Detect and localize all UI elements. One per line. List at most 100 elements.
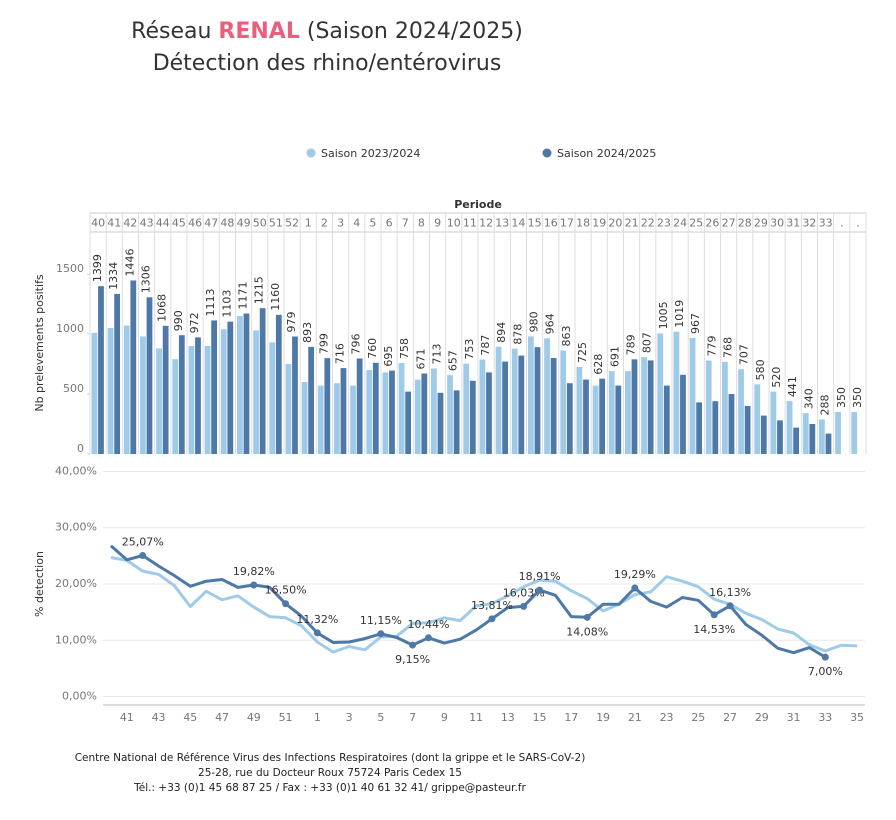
data-label: 25,07%	[122, 535, 164, 548]
x-tick-label: 29	[755, 711, 769, 724]
bar	[786, 401, 793, 454]
data-label: 520	[770, 367, 783, 388]
x-tick-label: 5	[369, 217, 376, 230]
x-tick-label: 33	[819, 217, 833, 230]
point	[710, 611, 718, 619]
data-label: 779	[705, 336, 718, 357]
point	[821, 653, 829, 661]
x-tick-label: 7	[409, 711, 416, 724]
data-label: 707	[738, 344, 751, 365]
bar	[663, 385, 670, 454]
bar	[793, 427, 800, 454]
x-tick-label: 30	[770, 217, 784, 230]
x-tick-label: 49	[247, 711, 261, 724]
bar	[195, 337, 201, 454]
x-tick-label: 23	[660, 711, 674, 724]
bar	[340, 368, 347, 454]
legend-label: Saison 2024/2025	[557, 147, 656, 160]
data-label: 1068	[156, 294, 169, 322]
bar	[560, 350, 567, 454]
bar	[486, 372, 492, 454]
point	[377, 630, 385, 638]
x-tick-label: 20	[608, 217, 622, 230]
x-tick-label: 45	[183, 711, 197, 724]
point	[424, 634, 432, 642]
bar	[566, 383, 573, 454]
data-label: 1446	[123, 248, 136, 276]
bar	[114, 293, 121, 454]
data-label: 799	[317, 333, 330, 354]
data-label: 807	[641, 332, 654, 353]
bar	[712, 401, 719, 454]
bar	[835, 412, 841, 454]
data-label: 967	[689, 313, 702, 334]
data-label: 1005	[657, 301, 670, 329]
data-label: 671	[414, 348, 427, 369]
data-label: 628	[592, 354, 605, 375]
x-tick-label: 3	[346, 711, 353, 724]
bar	[211, 320, 218, 454]
bar	[495, 346, 502, 454]
x-tick-label: 26	[705, 217, 719, 230]
point	[536, 586, 544, 594]
bar	[292, 336, 298, 454]
bar	[431, 368, 437, 454]
data-label: 1334	[107, 262, 120, 290]
x-tick-label: 35	[850, 711, 864, 724]
bar	[146, 297, 153, 454]
bar	[91, 332, 98, 454]
data-label: 13,81%	[471, 599, 513, 612]
bar	[285, 364, 292, 454]
bar	[227, 321, 234, 454]
x-tick-label: 13	[495, 217, 509, 230]
bar	[770, 391, 777, 454]
x-tick-label: 25	[691, 711, 705, 724]
data-label: 350	[835, 387, 848, 408]
x-tick-label: 43	[152, 711, 166, 724]
x-tick-label: 7	[402, 217, 409, 230]
bar	[728, 394, 735, 454]
x-tick-label: 31	[786, 217, 800, 230]
chart-subtitle: Détection des rhino/entérovirus	[153, 51, 502, 76]
x-tick-label: 40	[91, 217, 105, 230]
bar	[625, 371, 631, 454]
footer-line: Centre National de Référence Virus des I…	[75, 752, 586, 764]
bar	[518, 355, 525, 454]
data-label: 760	[366, 338, 379, 359]
x-tick-label: 8	[418, 217, 425, 230]
bar	[301, 382, 308, 454]
bar	[479, 359, 486, 454]
x-tick-label: 47	[204, 217, 218, 230]
bar	[253, 330, 259, 454]
x-tick-label: 44	[156, 217, 170, 230]
bar	[405, 391, 412, 454]
bar	[592, 385, 599, 454]
x-tick-label: 18	[576, 217, 590, 230]
x-tick-label: 43	[140, 217, 154, 230]
data-label: 758	[398, 338, 411, 359]
data-label: 16,03%	[503, 586, 545, 599]
bar	[447, 375, 453, 454]
data-label: 657	[447, 350, 460, 371]
bar	[599, 378, 606, 454]
y-tick-label: 10,00%	[55, 633, 97, 646]
bar	[237, 316, 243, 454]
bar	[382, 372, 389, 454]
data-label: 768	[722, 337, 735, 358]
data-label: 14,08%	[566, 625, 608, 638]
y-tick-label: 0,00%	[62, 690, 97, 703]
x-tick-label: 21	[628, 711, 642, 724]
data-label: 695	[382, 346, 395, 367]
bar	[188, 346, 195, 454]
x-tick-label: 42	[123, 217, 137, 230]
bar	[463, 363, 470, 454]
data-label: 1306	[140, 265, 153, 293]
point	[139, 551, 147, 559]
bar	[172, 359, 179, 454]
data-label: 350	[851, 387, 864, 408]
x-tick-label: 23	[657, 217, 671, 230]
chart-title: Réseau RENAL (Saison 2024/2025)	[131, 19, 523, 44]
title-highlight: RENAL	[218, 19, 299, 44]
bar	[453, 390, 460, 454]
